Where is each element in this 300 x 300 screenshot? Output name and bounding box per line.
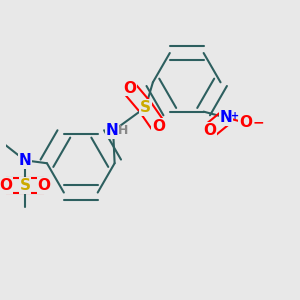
Text: O: O (38, 178, 50, 193)
Text: −: − (252, 115, 264, 129)
Text: +: + (231, 111, 239, 121)
Text: O: O (239, 115, 252, 130)
Text: S: S (140, 100, 151, 115)
Text: O: O (123, 81, 136, 96)
Text: S: S (20, 178, 30, 193)
Text: H: H (118, 124, 128, 137)
Text: O: O (0, 178, 12, 193)
Text: H: H (108, 124, 118, 137)
Text: N: N (105, 123, 118, 138)
Text: N: N (19, 153, 31, 168)
Text: N: N (219, 110, 232, 125)
Text: O: O (152, 119, 165, 134)
Text: O: O (203, 123, 216, 138)
